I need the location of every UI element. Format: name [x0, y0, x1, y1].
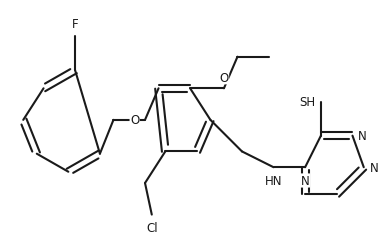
Text: N: N [301, 174, 310, 187]
Text: O: O [219, 72, 229, 84]
Text: SH: SH [299, 96, 315, 109]
Text: F: F [72, 18, 79, 30]
Text: N: N [370, 161, 378, 174]
Text: O: O [130, 114, 139, 127]
Text: N: N [358, 130, 367, 143]
Text: Cl: Cl [146, 222, 158, 234]
Text: HN: HN [265, 174, 282, 187]
